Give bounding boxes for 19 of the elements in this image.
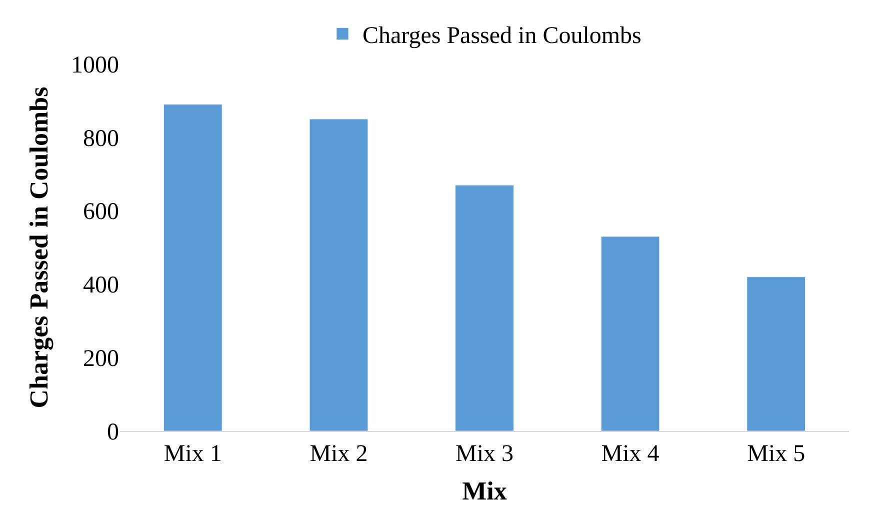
x-axis-title: Mix [462,476,507,506]
bar [309,118,368,431]
y-tick-label: 600 [83,199,119,226]
bar [455,184,514,431]
bar [600,236,660,431]
legend-label: Charges Passed in Coulombs [362,23,642,50]
x-tick-label: Mix 5 [747,440,806,467]
x-tick-label: Mix 1 [164,440,222,467]
y-tick-label: 0 [107,419,119,446]
x-tick-label: Mix 4 [601,440,660,467]
bar [163,104,222,431]
x-tick-label: Mix 3 [455,440,514,467]
y-tick-label: 1000 [71,52,119,78]
x-tick-label: Mix 2 [310,440,368,467]
y-axis-title: Charges Passed in Coulombs [24,86,54,408]
bar [746,276,806,431]
y-tick-label: 200 [83,346,119,372]
y-tick-label: 400 [83,272,119,299]
y-tick-label: 800 [83,126,119,152]
